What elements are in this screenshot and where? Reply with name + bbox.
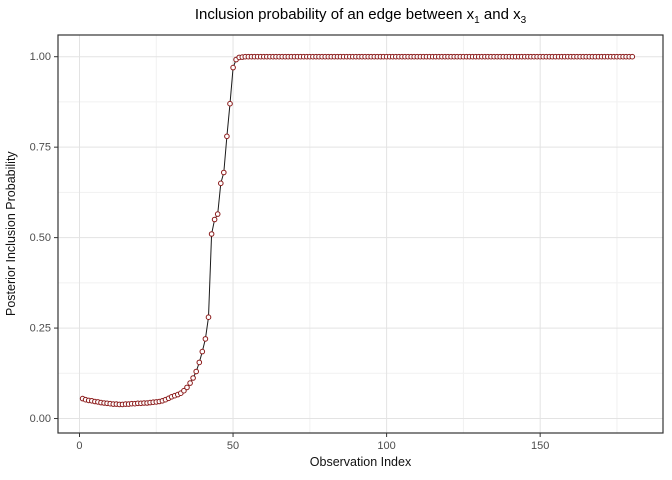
data-point [199, 348, 206, 355]
y-tick-label: 1.00 [30, 51, 51, 63]
data-point [208, 231, 215, 237]
panel-border [57, 34, 664, 434]
data-point [181, 387, 187, 394]
chart-title-subscript-3: 3 [520, 15, 527, 26]
data-point [202, 336, 209, 342]
data-point [221, 169, 227, 176]
panel-background [58, 35, 663, 433]
y-tick-label: 0.25 [30, 323, 51, 335]
data-point [224, 133, 230, 140]
y-tick-label: 0.75 [30, 142, 51, 154]
data-point [629, 53, 636, 60]
data-point [187, 380, 193, 386]
data-point [196, 359, 203, 366]
data-point [230, 64, 236, 71]
x-tick-label: 100 [377, 440, 395, 452]
data-point [193, 368, 199, 375]
chart-title-subscript-1: 1 [474, 15, 480, 26]
data-point [205, 314, 212, 321]
data-point [227, 100, 233, 107]
x-tick-label: 150 [531, 440, 549, 452]
data-point [184, 384, 190, 391]
y-axis-title: Posterior Inclusion Probability [4, 151, 18, 317]
chart-title-text-2: and x [479, 6, 521, 23]
x-axis-title: Observation Index [309, 455, 412, 469]
data-point [218, 180, 224, 187]
chart-title: Inclusion probability of an edge between… [58, 6, 663, 26]
x-tick-label: 50 [227, 440, 239, 452]
data-point [190, 375, 196, 381]
data-point [211, 216, 218, 223]
y-tick-label: 0.00 [30, 413, 51, 425]
chart-title-text: Inclusion probability of an edge between… [194, 6, 475, 23]
data-point [214, 211, 221, 217]
y-tick-label: 0.50 [30, 232, 51, 244]
x-tick-label: 0 [76, 440, 82, 452]
